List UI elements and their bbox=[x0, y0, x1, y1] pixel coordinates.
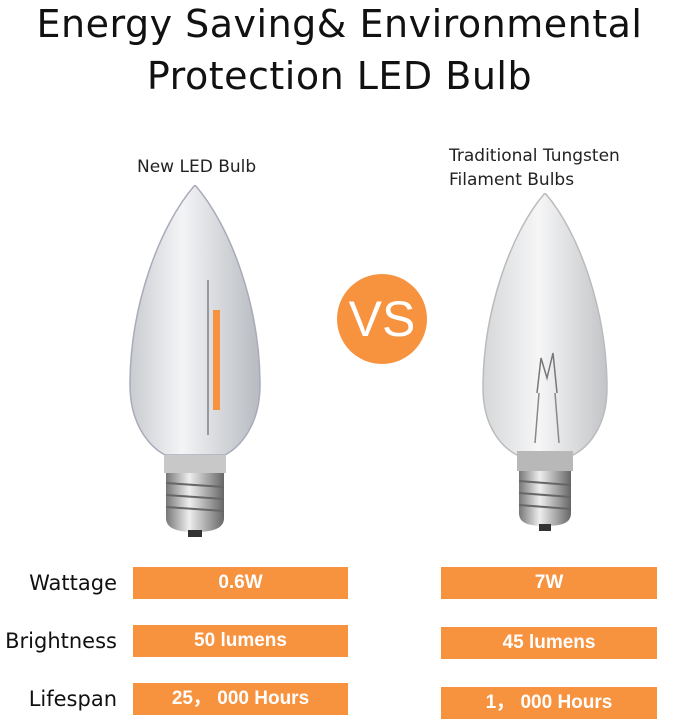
led-wattage: 0.6W bbox=[133, 567, 348, 599]
row-label-brightness: Brightness bbox=[5, 629, 117, 653]
row-label-lifespan: Lifespan bbox=[28, 687, 117, 711]
tungsten-bulb-image bbox=[482, 193, 608, 531]
tungsten-caption-2: Filament Bulbs bbox=[449, 170, 575, 190]
led-brightness: 50 lumens bbox=[133, 625, 348, 657]
led-caption: New LED Bulb bbox=[137, 157, 257, 177]
row-label-wattage: Wattage bbox=[29, 571, 117, 595]
title-line-2: Protection LED Bulb bbox=[146, 54, 533, 98]
led-bulb-image bbox=[129, 185, 261, 537]
tungsten-brightness: 45 lumens bbox=[441, 627, 657, 659]
vs-badge: VS bbox=[337, 274, 427, 364]
tungsten-wattage: 7W bbox=[441, 567, 657, 599]
led-lifespan: 25， 000 Hours bbox=[133, 683, 348, 715]
title-line-1: Energy Saving& Environmental bbox=[36, 2, 643, 46]
tungsten-lifespan: 1， 000 Hours bbox=[441, 687, 657, 719]
tungsten-caption-1: Traditional Tungsten bbox=[449, 146, 620, 166]
